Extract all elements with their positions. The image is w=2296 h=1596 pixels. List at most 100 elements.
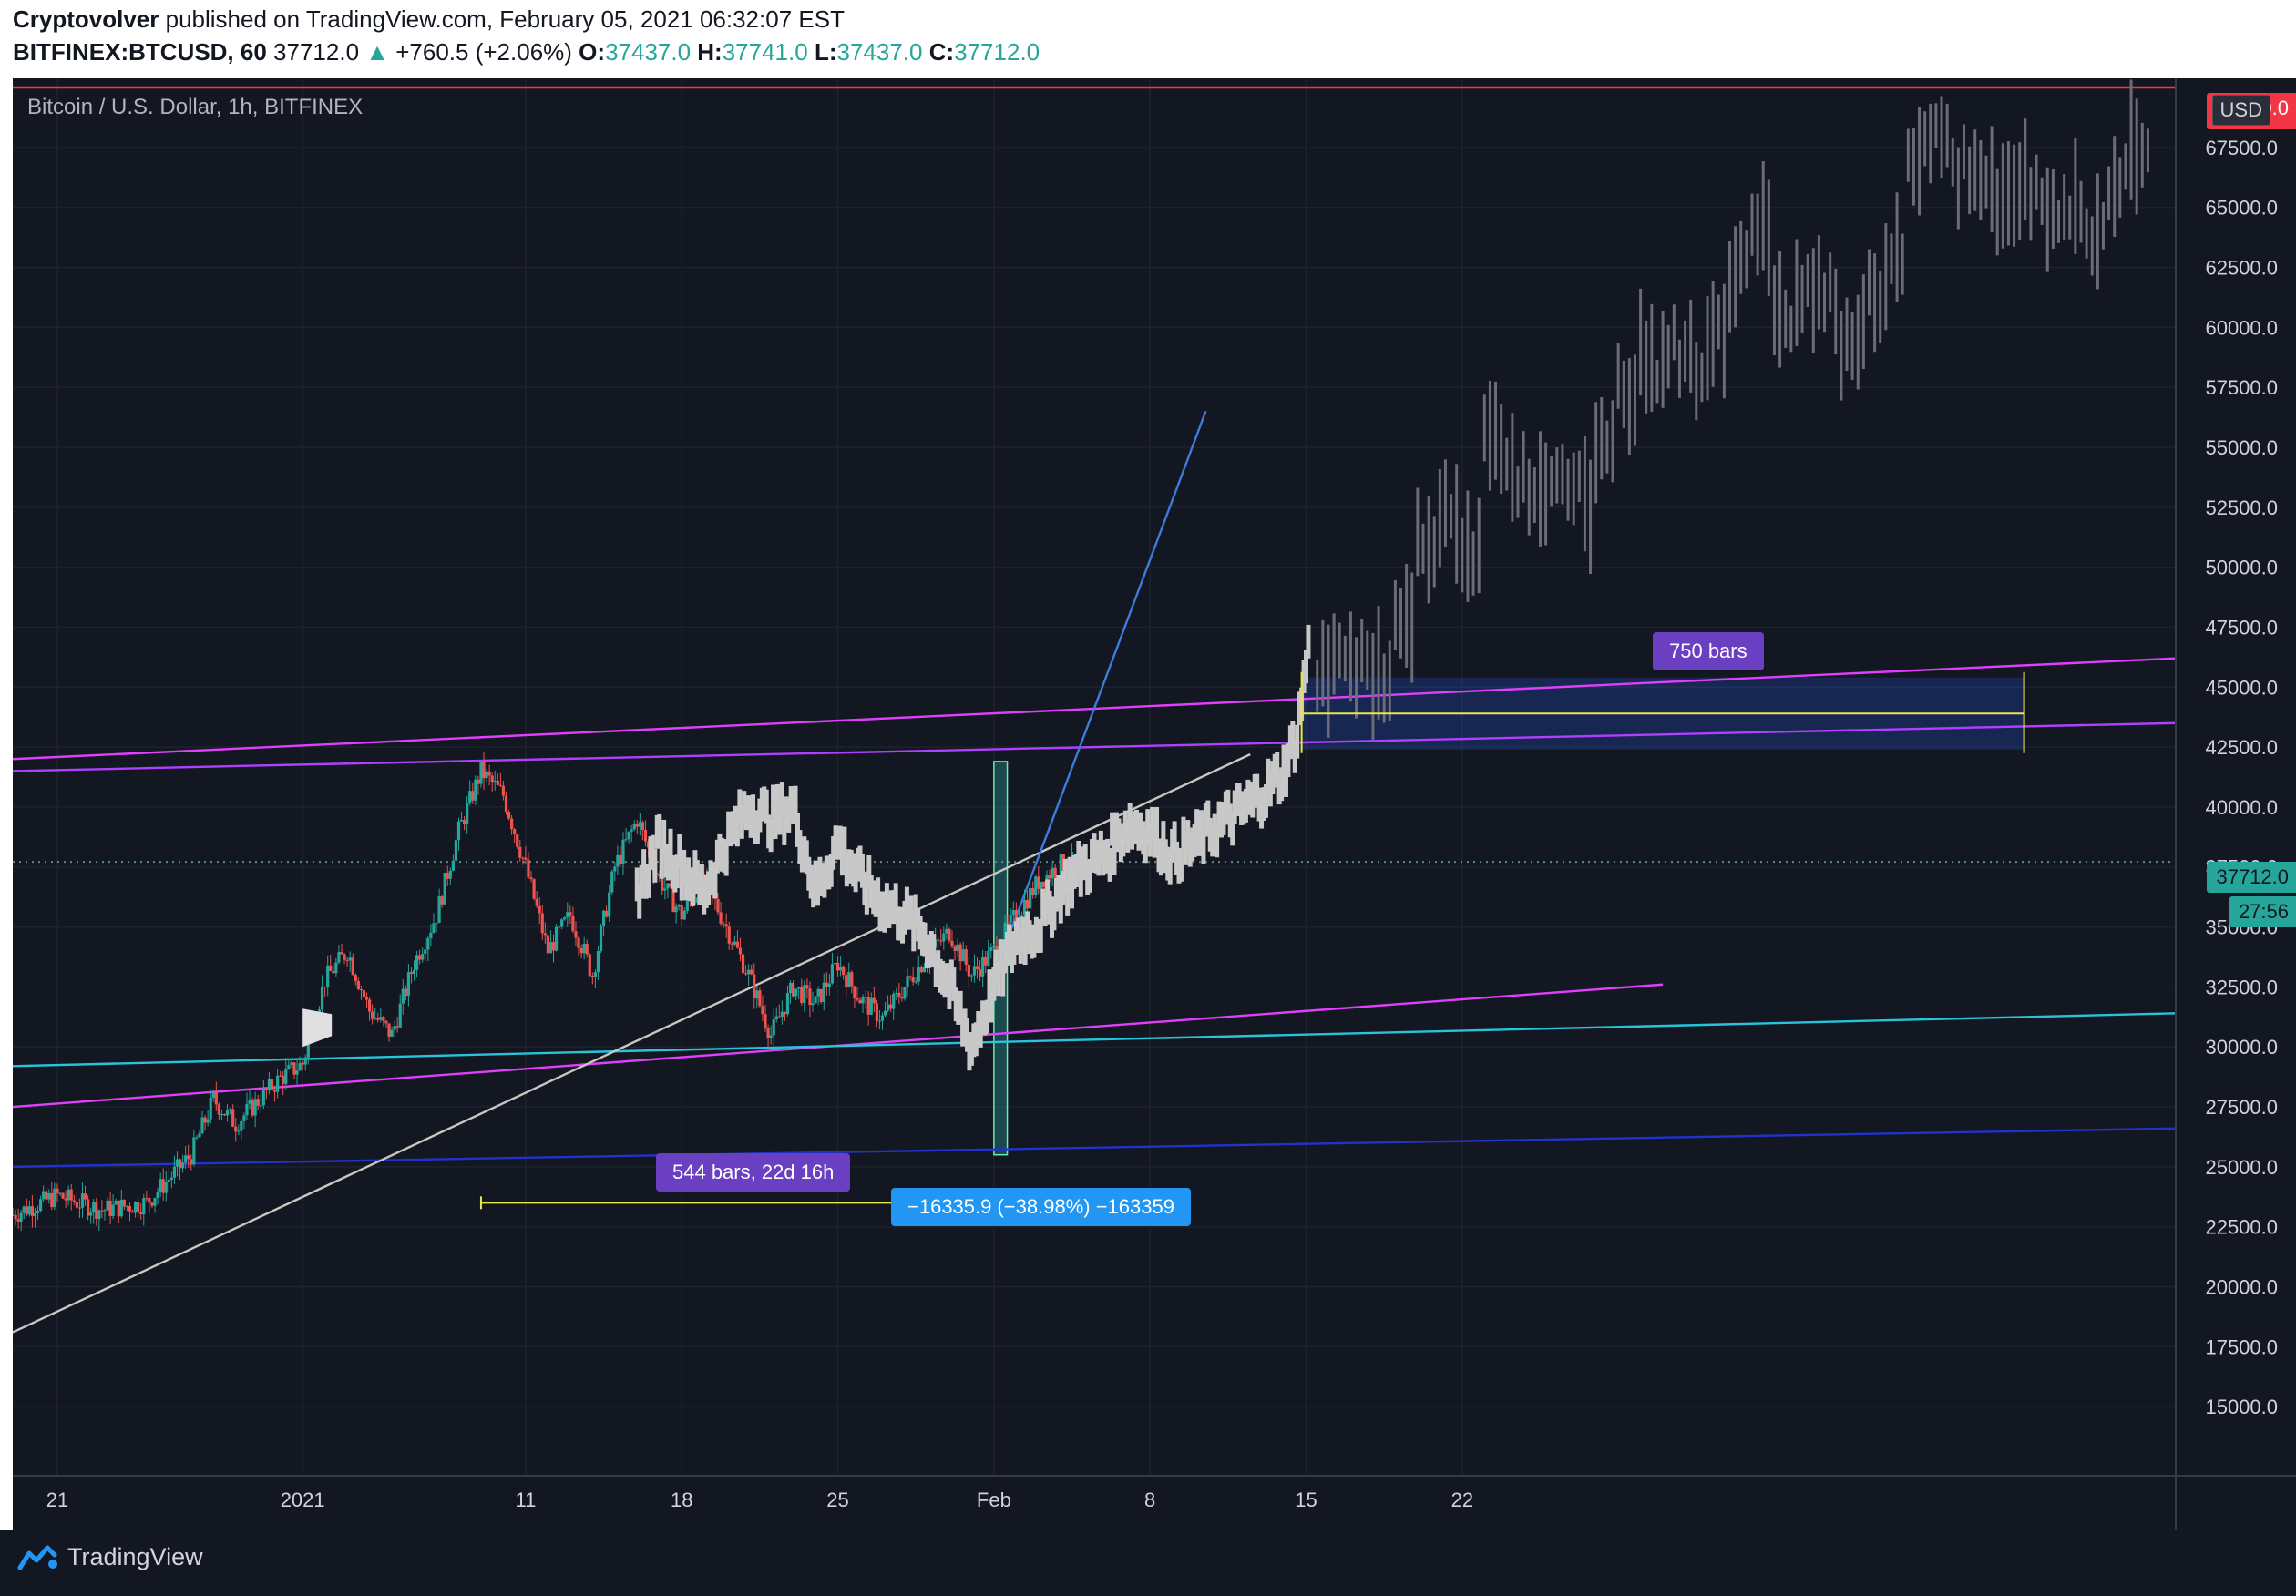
price-tick-label: 20000.0 (2205, 1276, 2278, 1299)
candle-body (743, 973, 748, 975)
candle-body (192, 1137, 196, 1165)
publication-header: Cryptovolver published on TradingView.co… (0, 0, 2296, 78)
candle-body (777, 1016, 781, 1018)
candle-body (264, 1089, 268, 1091)
candle-body (45, 1191, 48, 1200)
candle-body (130, 1211, 135, 1213)
candle-body (741, 954, 745, 974)
candle-body (270, 1079, 274, 1090)
candle-body (895, 992, 898, 994)
brand-label: TradingView (67, 1543, 203, 1570)
candle-body (498, 784, 502, 786)
candle-body (214, 1092, 218, 1105)
candle-body (100, 1210, 104, 1212)
candle-body (716, 898, 720, 913)
candle-body (513, 829, 517, 835)
candle-body (371, 1011, 374, 1019)
price-tick-label: 57500.0 (2205, 376, 2278, 399)
candle-body (181, 1162, 185, 1169)
candle-body (225, 1109, 230, 1116)
author-name[interactable]: Cryptovolver (13, 5, 159, 33)
candle-body (298, 1062, 302, 1071)
candle-body (917, 967, 920, 982)
candle-body (964, 949, 968, 965)
candle-body (992, 946, 996, 948)
candle-body (240, 1120, 243, 1131)
price-tick-label: 40000.0 (2205, 796, 2278, 819)
candle-body (395, 1026, 399, 1028)
candle-body (764, 1014, 767, 1028)
candle-body (295, 1070, 299, 1075)
candle-body (222, 1113, 227, 1116)
candle-body (958, 944, 962, 962)
candle-body (588, 954, 591, 976)
flag-marker (302, 1008, 333, 1048)
candle-body (800, 987, 804, 1004)
candle-body (950, 940, 954, 947)
candle-body (839, 966, 843, 971)
candle-body (616, 854, 620, 867)
candle-body (516, 834, 519, 847)
chart-panel[interactable]: 15000.0 17500.0 20000.0 22500.0 25000.0 27500… (13, 78, 2296, 1530)
candle-body (468, 791, 472, 803)
tradingview-logo[interactable]: TradingView (16, 1543, 203, 1571)
candle-body (518, 846, 522, 858)
candle-body (1051, 867, 1054, 879)
candle-body (563, 917, 567, 920)
measure-label[interactable]: −16335.9 (−38.98%) −163359 (891, 1188, 1191, 1226)
candle-body (883, 1010, 887, 1016)
candle-body (139, 1212, 143, 1215)
candle-body (887, 1004, 890, 1011)
candle-body (1006, 922, 1010, 924)
candle-body (507, 811, 511, 819)
candle-body (142, 1198, 146, 1215)
candle-body (119, 1199, 123, 1217)
open-value: 37437.0 (605, 38, 692, 66)
price-tick-label: 15000.0 (2205, 1396, 2278, 1418)
candle-body (67, 1189, 70, 1201)
candle-body (496, 780, 499, 785)
annotation-marks (302, 671, 2025, 1210)
candle-body (343, 954, 346, 960)
candle-body (641, 822, 644, 831)
candle-body (234, 1126, 238, 1132)
candle-body (630, 829, 633, 832)
trendline-magenta-upper-2 (13, 721, 2177, 772)
bars-750-label[interactable]: 750 bars (1653, 632, 1764, 670)
trendline-blue-steep (1003, 411, 1207, 947)
close-value: 37712.0 (954, 38, 1040, 66)
price-change: +760.5 (+2.06%) (395, 38, 572, 66)
candle-body (989, 947, 993, 951)
trendline-navy-support (13, 1127, 2177, 1169)
candle-body (835, 962, 840, 971)
candle-body (956, 944, 959, 951)
candle-body (569, 912, 572, 916)
candle-body (432, 923, 436, 933)
candle-body (390, 1029, 394, 1037)
publication-line: Cryptovolver published on TradingView.co… (13, 5, 845, 34)
currency-badge[interactable]: USD (2211, 95, 2270, 126)
candle-body (987, 950, 990, 966)
candle-body (437, 896, 441, 924)
candle-body (875, 1003, 878, 1021)
candle-body (942, 933, 946, 942)
candle-body (808, 988, 812, 1006)
candle-body (303, 1057, 307, 1065)
price-chart-svg[interactable]: 15000.0 17500.0 20000.0 22500.0 25000.0 27500… (13, 78, 2296, 1530)
candle-body (200, 1117, 204, 1134)
candle-body (1029, 888, 1032, 909)
bars-544-label[interactable]: 544 bars, 22d 16h (656, 1153, 851, 1192)
candle-body (306, 1040, 310, 1058)
candle-body (384, 1020, 388, 1024)
candle-body (426, 938, 430, 950)
current-price-tag: 37712.0 (2207, 862, 2296, 893)
candle-body (320, 986, 324, 1010)
candle-body (440, 896, 444, 905)
candle-body (195, 1137, 199, 1139)
price-tick-label: 22500.0 (2205, 1216, 2278, 1239)
candle-body (805, 985, 809, 989)
candle-body (1048, 875, 1051, 879)
candle-body (56, 1188, 59, 1194)
candle-body (340, 952, 343, 955)
candle-body (677, 905, 681, 907)
